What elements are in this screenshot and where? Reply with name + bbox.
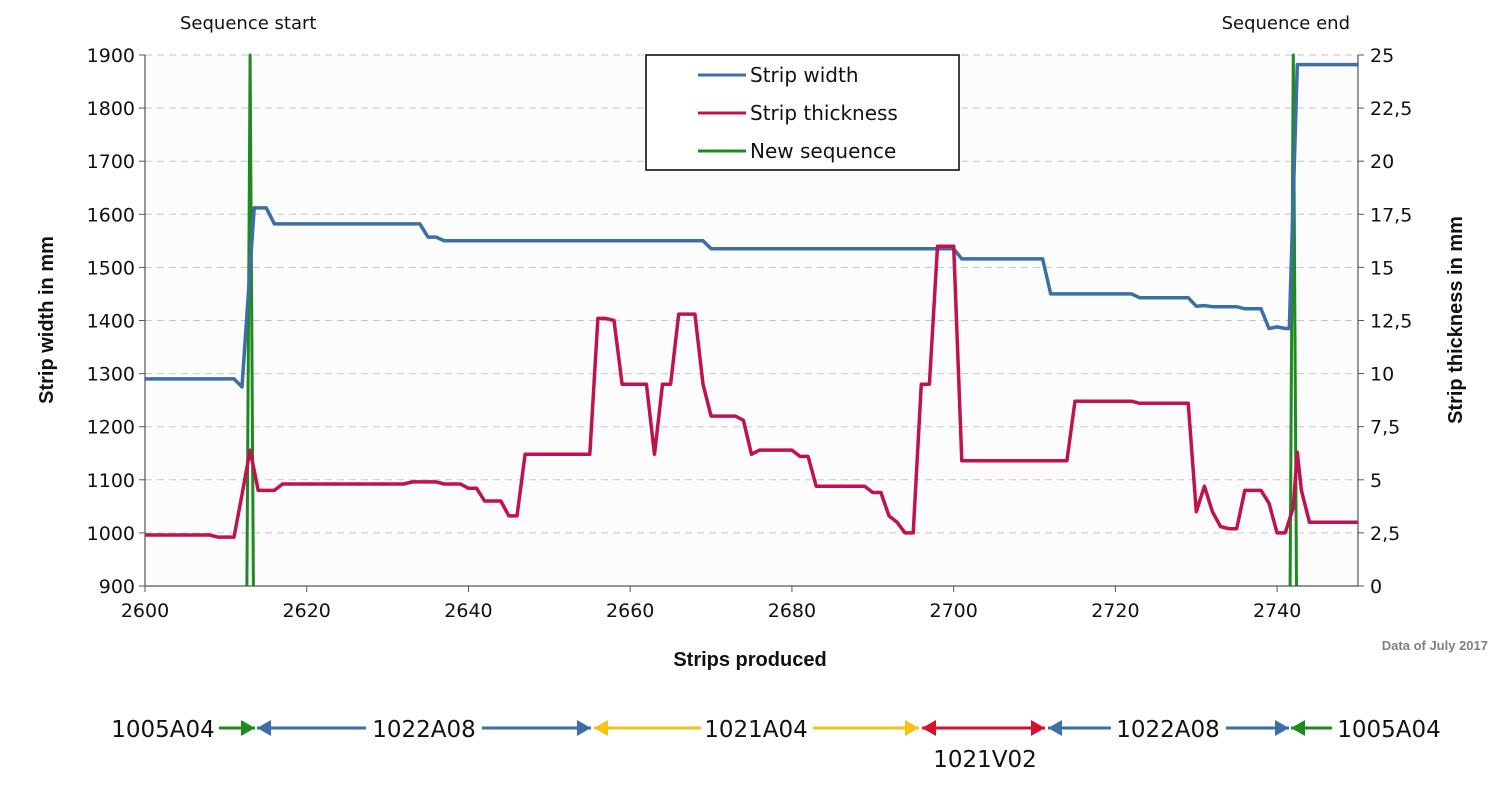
y-right-tick-label: 7,5: [1370, 417, 1400, 439]
y-left-tick-label: 1500: [87, 257, 135, 279]
legend: Strip width Strip thickness New sequence: [645, 54, 960, 171]
segment-arrow-1005a04-start-head-right: [241, 720, 255, 736]
axes: 900 1000 1100 1200 1300 1400 1500 1600 1700 1800 1…: [87, 45, 1413, 622]
legend-label-strip-width: Strip width: [750, 63, 859, 87]
y-right-tick-label: 17,5: [1370, 204, 1412, 226]
y-left-tick-label: 1200: [87, 417, 135, 439]
segment-arrow-1021a04-left-head-left: [594, 720, 608, 736]
segment-label-1005a04-start: 1005A04: [111, 717, 215, 743]
segment-label-1022a08-first: 1022A08: [372, 717, 476, 743]
legend-label-new-sequence: New sequence: [750, 139, 896, 163]
y-right-tick-label: 10: [1370, 364, 1394, 386]
y-left-axis-title: Strip width in mm: [36, 236, 58, 404]
y-left-tick-label: 1000: [87, 523, 135, 545]
sequence-start-annotation: Sequence start: [180, 13, 316, 34]
y-right-tick-label: 25: [1370, 45, 1394, 67]
series-new-sequence-start-line: [245, 53, 255, 587]
y-left-tick-label: 1700: [87, 151, 135, 173]
x-axis-title: Strips produced: [673, 649, 826, 671]
series-new-sequence-end-line: [1288, 53, 1298, 587]
x-tick-label: 2740: [1253, 600, 1301, 622]
segment-arrows: [219, 720, 1332, 736]
y-right-tick-label: 15: [1370, 257, 1394, 279]
segment-arrow-1022a08-second-right-head-right: [1275, 720, 1289, 736]
series-strip-width-line: [145, 62, 1358, 389]
x-tick-label: 2640: [444, 600, 492, 622]
y-left-tick-label: 900: [99, 576, 135, 598]
y-left-tick-label: 1900: [87, 45, 135, 67]
sequence-segments: 1005A04 1022A08 1021A04 1021V02 1022A08 …: [111, 717, 1441, 773]
segment-arrow-1021a04-right-head-right: [905, 720, 919, 736]
y-right-tick-label: 2,5: [1370, 523, 1400, 545]
segment-arrow-1005a04-end-head-left: [1291, 720, 1305, 736]
segment-label-1022a08-second: 1022A08: [1116, 717, 1220, 743]
y-right-tick-label: 5: [1370, 470, 1382, 492]
x-tick-label: 2660: [606, 600, 654, 622]
sequence-end-annotation: Sequence end: [1222, 13, 1350, 34]
segment-arrow-1022a08-second-left-head-left: [1048, 720, 1062, 736]
x-tick-label: 2620: [283, 600, 331, 622]
y-right-tick-label: 0: [1370, 576, 1382, 598]
data-note: Data of July 2017: [1382, 638, 1488, 653]
legend-label-strip-thickness: Strip thickness: [750, 101, 898, 125]
segment-arrow-1022a08-first-left-head-left: [257, 720, 271, 736]
y-left-tick-label: 1300: [87, 364, 135, 386]
y-right-axis-title: Strip thickness in mm: [1445, 216, 1467, 424]
segment-arrow-1021v02-head-left: [922, 720, 936, 736]
y-left-tick-label: 1800: [87, 98, 135, 120]
y-right-tick-label: 20: [1370, 151, 1394, 173]
segment-label-1021v02: 1021V02: [933, 747, 1037, 773]
x-tick-label: 2700: [929, 600, 977, 622]
segment-label-1021a04: 1021A04: [704, 717, 808, 743]
y-right-tick-label: 22,5: [1370, 98, 1412, 120]
y-left-tick-label: 1400: [87, 311, 135, 333]
x-tick-label: 2600: [121, 600, 169, 622]
series-lines: [145, 53, 1358, 587]
segment-arrow-1021v02-head-right: [1031, 720, 1045, 736]
x-tick-label: 2680: [768, 600, 816, 622]
y-right-tick-label: 12,5: [1370, 311, 1412, 333]
y-left-tick-label: 1600: [87, 204, 135, 226]
series-strip-thickness-line: [145, 244, 1358, 539]
segment-arrow-1022a08-first-right-head-right: [577, 720, 591, 736]
x-tick-label: 2720: [1091, 600, 1139, 622]
segment-label-1005a04-end: 1005A04: [1337, 717, 1441, 743]
y-left-tick-label: 1100: [87, 470, 135, 492]
